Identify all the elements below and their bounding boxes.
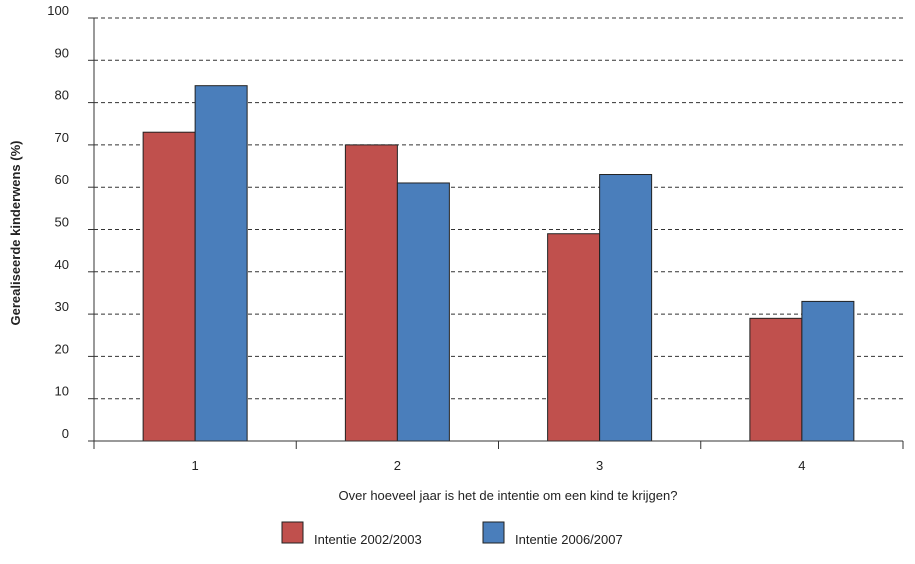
bar-series-2-cat-3 — [599, 174, 653, 442]
y-tick-label: 100 — [47, 3, 69, 18]
x-tick-label: 4 — [798, 458, 805, 473]
y-tick-label: 70 — [55, 130, 69, 145]
y-tick-label: 10 — [55, 384, 69, 399]
legend-label: Intentie 2006/2007 — [515, 532, 623, 547]
legend-label: Intentie 2002/2003 — [314, 532, 422, 547]
bar-series-1-cat-1 — [142, 131, 196, 442]
y-tick-label: 60 — [55, 172, 69, 187]
y-tick-label: 80 — [55, 88, 69, 103]
legend: Intentie 2002/2003 Intentie 2006/2007 — [281, 521, 623, 547]
y-tick-labels: 0 10 20 30 40 50 60 70 80 90 100 — [47, 3, 69, 441]
axes — [88, 17, 904, 449]
x-tick-labels: 1 2 3 4 — [192, 458, 806, 473]
legend-swatch — [281, 521, 304, 544]
x-tick-label: 1 — [192, 458, 199, 473]
bar-series-2-cat-4 — [801, 300, 855, 442]
y-tick-label: 90 — [55, 45, 69, 60]
bar-series-2-cat-1 — [194, 85, 248, 442]
bar-series-2-cat-2 — [396, 182, 450, 442]
y-tick-label: 30 — [55, 299, 69, 314]
bar-series-1-cat-2 — [344, 144, 398, 442]
bar-series-1-cat-4 — [749, 317, 803, 442]
y-tick-label: 40 — [55, 257, 69, 272]
bar-series-1-cat-3 — [547, 233, 601, 442]
x-axis-title: Over hoeveel jaar is het de intentie om … — [339, 488, 678, 503]
legend-swatch — [482, 521, 505, 544]
x-tick-label: 3 — [596, 458, 603, 473]
y-axis-title: Gerealiseerde kinderwens (%) — [8, 141, 23, 326]
y-tick-label: 0 — [62, 426, 69, 441]
x-tick-label: 2 — [394, 458, 401, 473]
y-tick-label: 50 — [55, 215, 69, 230]
bars — [142, 85, 855, 442]
y-tick-label: 20 — [55, 341, 69, 356]
